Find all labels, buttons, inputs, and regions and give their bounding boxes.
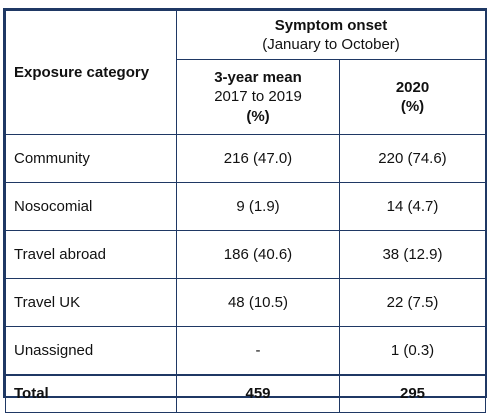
mean-cell: 9 (1.9) [176, 182, 340, 231]
mean-cell: 216 (47.0) [176, 134, 340, 183]
table-row: Travel abroad 186 (40.6) 38 (12.9) [5, 230, 486, 279]
mean-title: 3-year mean [214, 68, 302, 86]
exposure-table-frame: Exposure category Symptom onset (January… [3, 8, 487, 413]
category-cell: Travel UK [5, 278, 177, 327]
total-2020: 295 [339, 374, 486, 413]
table-row: Nosocomial 9 (1.9) 14 (4.7) [5, 182, 486, 231]
exposure-header-label: Exposure category [14, 63, 150, 81]
column-group-header: Symptom onset (January to October) [176, 10, 486, 60]
year-2020-cell: 22 (7.5) [339, 278, 486, 327]
column-header-2020: 2020 (%) [339, 59, 486, 135]
column-header-exposure: Exposure category [5, 10, 177, 135]
category-cell: Unassigned [5, 326, 177, 376]
mean-cell: 186 (40.6) [176, 230, 340, 279]
year-2020-cell: 38 (12.9) [339, 230, 486, 279]
year-2020-cell: 1 (0.3) [339, 326, 486, 376]
group-subtitle: (January to October) [262, 36, 400, 53]
year-2020-title: 2020 [395, 78, 430, 96]
total-label: Total [5, 374, 177, 413]
mean-cell: - [176, 326, 340, 376]
total-row: Total 459 295 [5, 374, 486, 413]
category-cell: Community [5, 134, 177, 183]
year-2020-cell: 220 (74.6) [339, 134, 486, 183]
exposure-table: Exposure category Symptom onset (January… [5, 10, 486, 413]
category-cell: Travel abroad [5, 230, 177, 279]
year-2020-unit: (%) [400, 98, 425, 115]
group-title: Symptom onset [274, 16, 388, 34]
column-header-3year-mean: 3-year mean 2017 to 2019 (%) [176, 59, 340, 135]
mean-unit: (%) [246, 107, 270, 125]
table-row: Community 216 (47.0) 220 (74.6) [5, 134, 486, 183]
year-2020-cell: 14 (4.7) [339, 182, 486, 231]
table-row: Unassigned - 1 (0.3) [5, 326, 486, 376]
mean-years: 2017 to 2019 [214, 88, 302, 106]
table-row: Travel UK 48 (10.5) 22 (7.5) [5, 278, 486, 327]
mean-cell: 48 (10.5) [176, 278, 340, 327]
header-row-group: Exposure category Symptom onset (January… [5, 10, 486, 135]
category-cell: Nosocomial [5, 182, 177, 231]
header-row-sub: 3-year mean 2017 to 2019 (%) 2020 (%) [6, 59, 486, 135]
total-mean: 459 [176, 374, 340, 413]
